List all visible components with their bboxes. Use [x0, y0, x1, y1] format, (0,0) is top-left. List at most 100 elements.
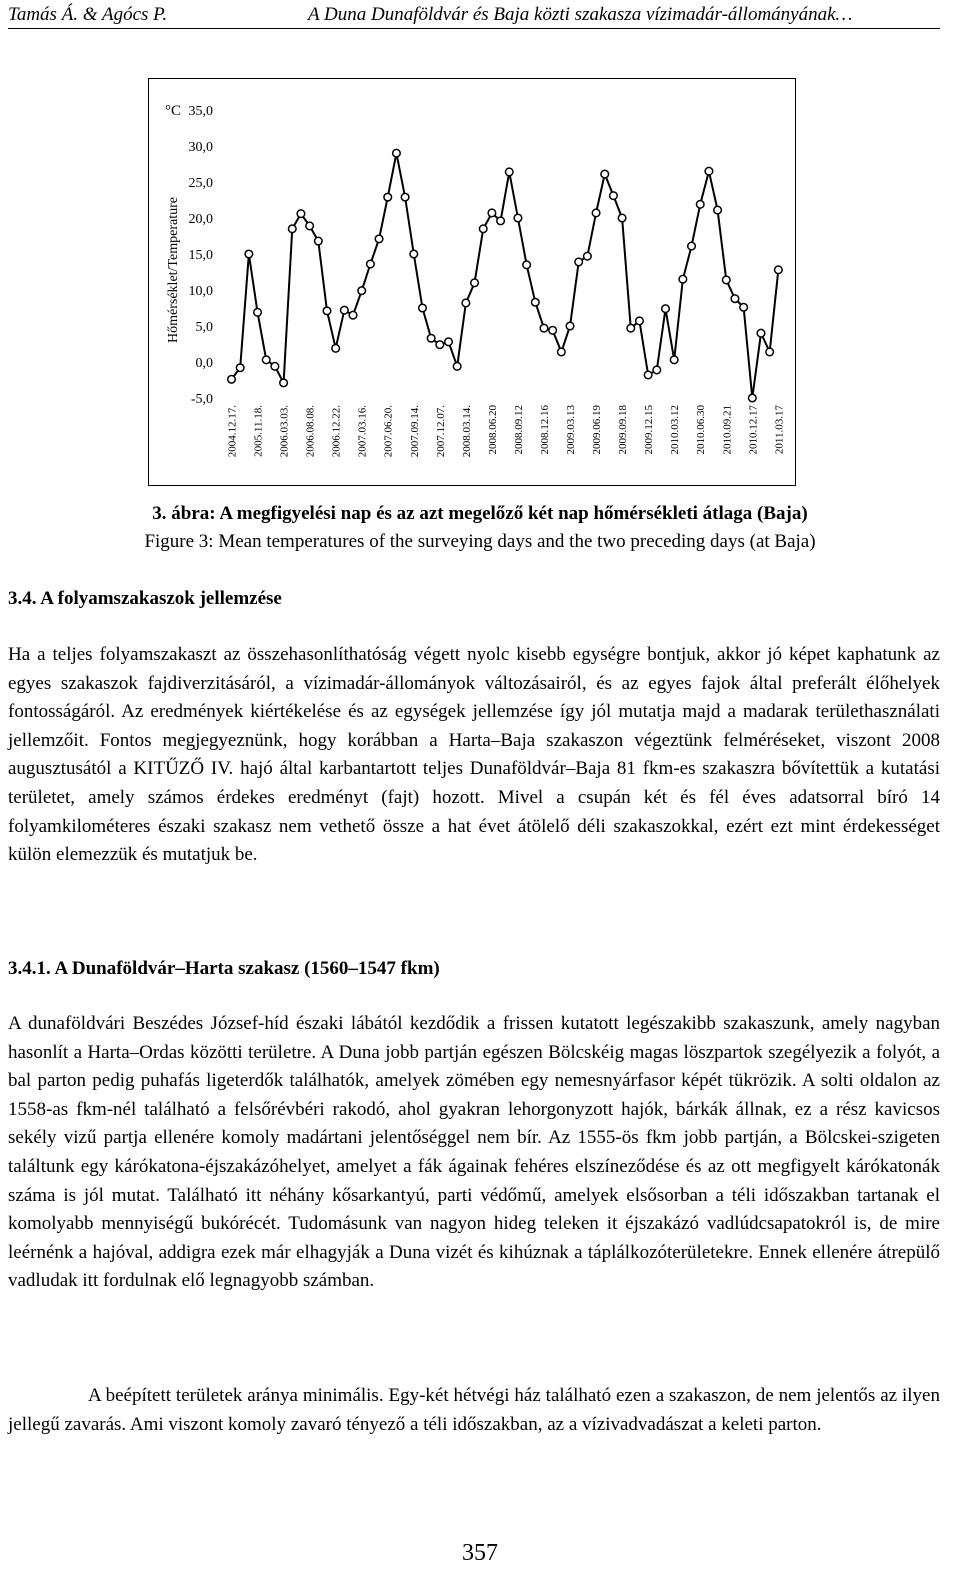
x-tick-label: 2008.06.20 — [487, 405, 499, 455]
data-point — [713, 205, 723, 215]
data-point — [452, 361, 462, 371]
data-point — [721, 275, 731, 285]
x-tick-label: 2010.12.17 — [747, 405, 759, 455]
data-point — [660, 304, 671, 314]
y-tick-label: -5,0 — [191, 392, 213, 407]
paragraph: Ha a teljes folyamszakaszt az összehason… — [8, 644, 940, 866]
y-tick-label: 30,0 — [189, 140, 214, 155]
data-point — [313, 236, 323, 246]
data-point — [686, 241, 697, 251]
data-point — [626, 323, 636, 333]
y-tick-label: 25,0 — [189, 176, 214, 191]
x-tick-label: 2009.06.19 — [591, 405, 603, 455]
x-tick-label: 2006.03.03. — [279, 405, 291, 458]
y-unit: °C — [165, 103, 181, 119]
x-tick-label: 2007.03.16. — [357, 405, 369, 458]
data-point — [461, 298, 471, 308]
data-point — [539, 323, 549, 333]
data-point — [582, 251, 592, 261]
data-point — [765, 347, 775, 357]
data-point — [383, 192, 393, 202]
paragraph: A beépített területek aránya minimális. … — [8, 1385, 940, 1435]
data-point — [469, 278, 480, 288]
data-point — [252, 307, 263, 317]
data-point — [226, 374, 237, 384]
data-point — [574, 257, 584, 267]
data-point — [591, 208, 601, 218]
x-tick-label: 2009.12.15 — [643, 405, 655, 455]
section-heading: 3.4. A folyamszakaszok jellemzése — [8, 588, 282, 609]
x-tick-label: 2008.12.16 — [539, 405, 551, 455]
data-point — [305, 221, 315, 231]
data-point — [678, 274, 688, 284]
data-point — [374, 234, 384, 244]
chart-frame — [148, 78, 796, 486]
caption-hu: 3. ábra: A megfigyelési nap és az azt me… — [152, 503, 808, 524]
x-tick-label: 2008.03.14. — [461, 405, 473, 458]
data-point — [608, 191, 618, 201]
y-tick-label: 0,0 — [196, 356, 214, 371]
data-point — [643, 370, 653, 380]
data-point — [704, 166, 714, 176]
data-point — [287, 224, 297, 234]
running-header: Tamás Á. & Agócs P. A Duna Dunaföldvár é… — [8, 4, 940, 29]
subsection-heading: 3.4.1. A Dunaföldvár–Harta szakasz (1560… — [8, 958, 440, 979]
data-point — [400, 192, 410, 202]
data-point — [756, 328, 766, 338]
y-axis-title: Hőmérséklet/Temperature — [166, 197, 181, 343]
data-point — [417, 303, 428, 313]
chart: °C Hőmérséklet/Temperature 35,0 30,0 25,0 2… — [148, 78, 796, 486]
x-tick-label: 2010.06.30 — [695, 405, 707, 455]
paragraph: A dunaföldvári Beszédes József-híd észak… — [8, 1013, 940, 1292]
data-point — [409, 249, 419, 259]
data-point — [339, 305, 349, 315]
data-point — [244, 249, 254, 259]
x-tick-label: 2004.12.17. — [227, 405, 239, 458]
x-tick-label: 2009.09.18 — [617, 405, 629, 455]
x-tick-label: 2010.09.21 — [721, 405, 733, 455]
x-tick-label: 2008.09.12 — [513, 405, 525, 455]
data-point — [435, 340, 445, 350]
data-point — [617, 213, 627, 223]
data-point — [322, 306, 332, 316]
x-tick-label: 2009.03.13 — [565, 405, 577, 455]
data-point — [391, 148, 401, 158]
data-point — [556, 347, 566, 357]
y-tick-label: 20,0 — [189, 212, 214, 227]
header-title: A Duna Dunaföldvár és Baja közti szakasz… — [308, 4, 853, 25]
data-point — [235, 363, 245, 373]
x-tick-label: 2006.12.22. — [331, 405, 343, 458]
data-point — [739, 302, 749, 312]
data-point — [530, 297, 540, 307]
y-tick-label: 10,0 — [189, 284, 214, 299]
data-point — [478, 224, 488, 234]
data-point — [747, 393, 757, 403]
data-point — [270, 361, 280, 371]
data-point — [261, 355, 271, 365]
data-point — [504, 167, 514, 177]
x-tick-label: 2010.03.12 — [669, 405, 681, 455]
data-point — [600, 169, 610, 179]
data-point — [565, 321, 575, 331]
data-point — [331, 343, 341, 353]
data-point — [652, 365, 662, 375]
x-tick-label: 2005.11.18. — [253, 405, 265, 457]
data-point — [296, 209, 306, 219]
data-point — [773, 265, 783, 275]
y-tick-label: 15,0 — [189, 248, 214, 263]
x-tick-label: 2011.03.17 — [773, 405, 785, 455]
y-tick-label: 5,0 — [196, 320, 214, 335]
y-tick-label: 35,0 — [189, 104, 214, 119]
data-point — [548, 325, 558, 335]
data-point — [634, 316, 645, 326]
data-point — [669, 355, 679, 365]
data-line — [230, 153, 780, 399]
data-point — [279, 378, 289, 388]
data-point — [487, 208, 497, 218]
data-point — [522, 260, 532, 270]
data-point — [426, 333, 436, 343]
data-point — [695, 199, 705, 209]
x-tick-label: 2007.12.07. — [435, 405, 447, 458]
caption-en: Figure 3: Mean temperatures of the surve… — [144, 531, 816, 552]
